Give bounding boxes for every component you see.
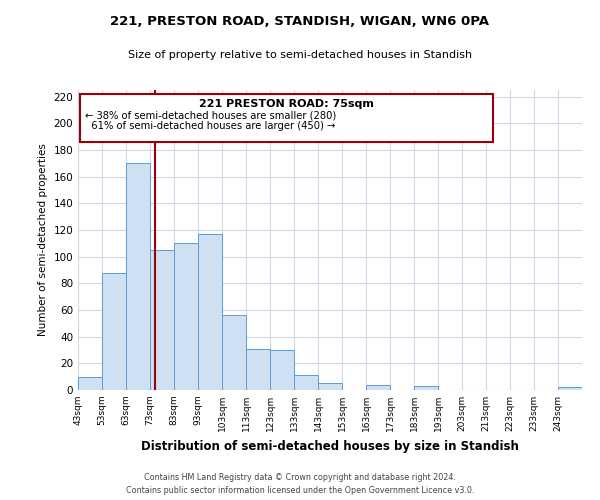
Bar — [270, 350, 294, 390]
Bar — [558, 388, 582, 390]
Text: Contains public sector information licensed under the Open Government Licence v3: Contains public sector information licen… — [126, 486, 474, 495]
X-axis label: Distribution of semi-detached houses by size in Standish: Distribution of semi-detached houses by … — [141, 440, 519, 452]
Bar — [150, 250, 174, 390]
Bar — [174, 244, 198, 390]
Bar — [222, 316, 246, 390]
Bar — [318, 384, 342, 390]
Bar — [414, 386, 438, 390]
Text: ← 38% of semi-detached houses are smaller (280): ← 38% of semi-detached houses are smalle… — [85, 110, 337, 120]
Text: 221, PRESTON ROAD, STANDISH, WIGAN, WN6 0PA: 221, PRESTON ROAD, STANDISH, WIGAN, WN6 … — [110, 15, 490, 28]
Bar — [246, 348, 270, 390]
Text: Contains HM Land Registry data © Crown copyright and database right 2024.: Contains HM Land Registry data © Crown c… — [144, 474, 456, 482]
Bar — [102, 272, 126, 390]
Text: 61% of semi-detached houses are larger (450) →: 61% of semi-detached houses are larger (… — [85, 120, 335, 130]
Bar — [294, 376, 318, 390]
Bar — [78, 376, 102, 390]
Bar — [366, 384, 390, 390]
Text: Size of property relative to semi-detached houses in Standish: Size of property relative to semi-detach… — [128, 50, 472, 60]
Text: 221 PRESTON ROAD: 75sqm: 221 PRESTON ROAD: 75sqm — [199, 100, 374, 110]
Bar — [126, 164, 150, 390]
Bar — [198, 234, 222, 390]
FancyBboxPatch shape — [80, 94, 493, 142]
Y-axis label: Number of semi-detached properties: Number of semi-detached properties — [38, 144, 48, 336]
